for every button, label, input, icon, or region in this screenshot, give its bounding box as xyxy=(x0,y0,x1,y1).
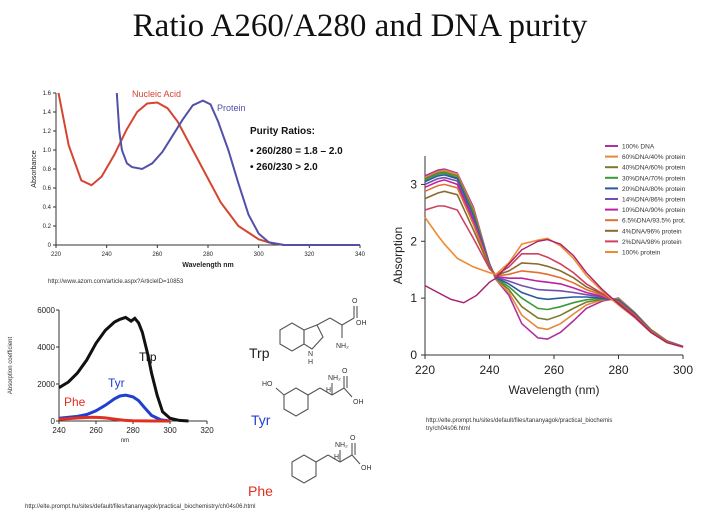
chart1-series-label: Nucleic Acid xyxy=(132,89,181,99)
trp-label-nh2: NH₂ xyxy=(336,343,349,350)
chart1-x-tick-label: 300 xyxy=(254,252,265,258)
chart2-x-tick-label: 320 xyxy=(200,426,214,435)
chart3-source-line-2: try/ch04s06.html xyxy=(426,426,471,432)
phe-name: Phe xyxy=(248,483,273,499)
chart2-y-tick-label: 4000 xyxy=(37,343,55,352)
legend-label: 30%DNA/70% protein xyxy=(622,175,686,182)
phe-structure xyxy=(291,443,361,484)
trp-label-o: O xyxy=(352,298,358,305)
trp-structure xyxy=(279,306,358,352)
legend-label: 10%DNA/90% protein xyxy=(622,207,686,214)
chart3-source-line-1: http://elte.prompt.hu/sites/default/file… xyxy=(426,418,613,424)
chart1-y-tick-label: 1.0 xyxy=(43,148,52,154)
chart3-x-tick-label: 300 xyxy=(673,363,693,377)
chart3-y-label: Absorption xyxy=(391,227,405,284)
chart1-y-tick-label: 1.6 xyxy=(43,91,52,97)
chart1-x-tick-label: 260 xyxy=(152,252,163,258)
chart1-y-tick-label: 1.2 xyxy=(43,129,52,135)
chart1-y-tick-label: 0 xyxy=(48,243,52,249)
chart1-series-line xyxy=(115,92,360,246)
trp-label-n: N xyxy=(308,351,313,358)
chart2-x-tick-label: 260 xyxy=(89,426,103,435)
purity-ratio-line: • 260/230 > 2.0 xyxy=(250,162,318,173)
tyr-label-o: O xyxy=(342,368,348,375)
tyr-name: Tyr xyxy=(251,412,271,428)
chart2-x-tick-label: 280 xyxy=(126,426,140,435)
chart2-source: http://elte.prompt.hu/sites/default/file… xyxy=(25,504,256,510)
phe-label-oh: OH xyxy=(361,465,372,472)
chart2-series-label: Tyr xyxy=(108,376,125,390)
chart2-series-line xyxy=(58,315,189,423)
chart1-y-label: Absorbance xyxy=(31,150,38,187)
tyr-label-oh: OH xyxy=(353,399,364,406)
chart1-x-tick-label: 340 xyxy=(355,252,366,258)
chart2-series-label: Trp xyxy=(139,350,157,364)
chart3-x-label: Wavelength (nm) xyxy=(509,383,600,397)
trp-label-h: H xyxy=(308,359,313,366)
chart3-x-tick-label: 240 xyxy=(479,363,499,377)
chart1-y-tick-label: 0.8 xyxy=(43,167,52,173)
chart1-x-tick-label: 220 xyxy=(51,252,62,258)
tyr-structure xyxy=(275,376,353,417)
chart1-x-tick-label: 280 xyxy=(203,252,214,258)
chart2-y-tick-label: 0 xyxy=(51,417,56,426)
legend-label: 40%DNA/60% protein xyxy=(622,165,686,172)
trp-label-oh: OH xyxy=(356,320,367,327)
chart1-x-tick-label: 320 xyxy=(304,252,315,258)
chart1-y-tick-label: 0.4 xyxy=(43,205,52,211)
chart2-series-line xyxy=(58,393,171,423)
chart2-x-tick-label: 300 xyxy=(163,426,177,435)
chart3-source: http://elte.prompt.hu/sites/default/file… xyxy=(426,417,612,433)
legend-label: 60%DNA/40% protein xyxy=(622,154,686,161)
purity-ratios-heading: Purity Ratios: xyxy=(250,126,315,137)
page-title: Ratio A260/A280 and DNA purity xyxy=(132,8,588,44)
chart1-series-label: Protein xyxy=(217,103,246,113)
chart3-y-tick-label: 0 xyxy=(410,348,417,362)
chart2-y-label: Absorption coefficient xyxy=(8,337,14,395)
chart2-series-line xyxy=(58,415,170,423)
chart3-extra-line xyxy=(424,238,684,348)
chart3-x-tick-label: 260 xyxy=(544,363,564,377)
tyr-label-nh2: NH₂ xyxy=(328,375,341,382)
purity-ratio-line: • 260/280 = 1.8 – 2.0 xyxy=(250,146,343,157)
phe-label-h: H xyxy=(334,454,339,461)
chart3-y-tick-label: 1 xyxy=(410,291,417,305)
chart1-y-tick-label: 0.6 xyxy=(43,186,52,192)
chart3-x-tick-label: 220 xyxy=(415,363,435,377)
chart2-x-tick-label: 240 xyxy=(52,426,66,435)
chart1-source: http://www.azom.com/article.aspx?Article… xyxy=(48,279,184,285)
legend-label: 2%DNA/98% protein xyxy=(622,239,682,246)
chart3-y-tick-label: 3 xyxy=(410,177,417,191)
chart1-series-line xyxy=(57,92,360,246)
chart2-series-label: Phe xyxy=(64,395,86,409)
chart3-y-tick-label: 2 xyxy=(410,234,417,248)
trp-name: Trp xyxy=(249,345,270,361)
legend-label: 6.5%DNA/93.5% prot. xyxy=(622,218,686,225)
chart3-x-tick-label: 280 xyxy=(608,363,628,377)
legend-label: 4%DNA/96% protein xyxy=(622,228,682,235)
chart2-x-label: nm xyxy=(121,438,129,444)
chart1-y-tick-label: 1.4 xyxy=(43,110,52,116)
legend-label: 20%DNA/80% protein xyxy=(622,186,686,193)
chart1-x-tick-label: 240 xyxy=(102,252,113,258)
chart2-y-tick-label: 6000 xyxy=(37,306,55,315)
legend-label: 14%DNA/86% protein xyxy=(622,197,686,204)
chart2-y-tick-label: 2000 xyxy=(37,380,55,389)
phe-label-nh2: NH₂ xyxy=(335,442,348,449)
phe-label-o: O xyxy=(350,435,356,442)
legend-label: 100% DNA xyxy=(622,144,655,151)
tyr-label-ho: HO xyxy=(262,381,273,388)
legend-label: 100% protein xyxy=(622,250,661,257)
tyr-label-h: H xyxy=(326,387,331,394)
chart1-x-label: Wavelength nm xyxy=(182,262,233,269)
chart1-y-tick-label: 0.2 xyxy=(43,224,52,230)
